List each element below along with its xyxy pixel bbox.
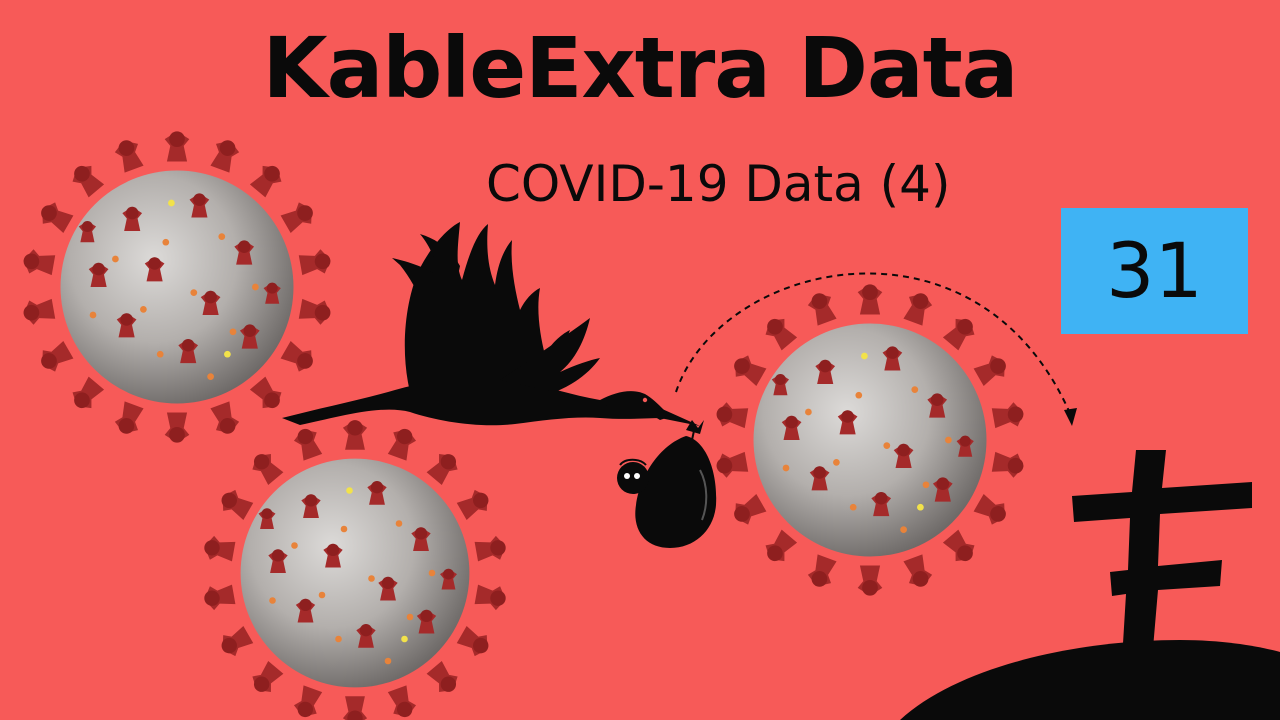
episode-number: 31 bbox=[1106, 226, 1203, 315]
trajectory-arc bbox=[675, 272, 1073, 419]
coronavirus-icon bbox=[202, 420, 507, 720]
coronavirus-icon bbox=[22, 131, 333, 442]
grave-cross-icon bbox=[900, 450, 1280, 720]
arrow-head-icon bbox=[1064, 408, 1077, 426]
page-title: KableExtra Data bbox=[262, 19, 1019, 117]
episode-badge: 31 bbox=[1061, 208, 1248, 334]
coronavirus-icon bbox=[715, 284, 1026, 595]
page-subtitle: COVID-19 Data (4) bbox=[486, 155, 951, 213]
stork-icon bbox=[282, 222, 700, 426]
baby-bundle-icon bbox=[617, 420, 717, 548]
